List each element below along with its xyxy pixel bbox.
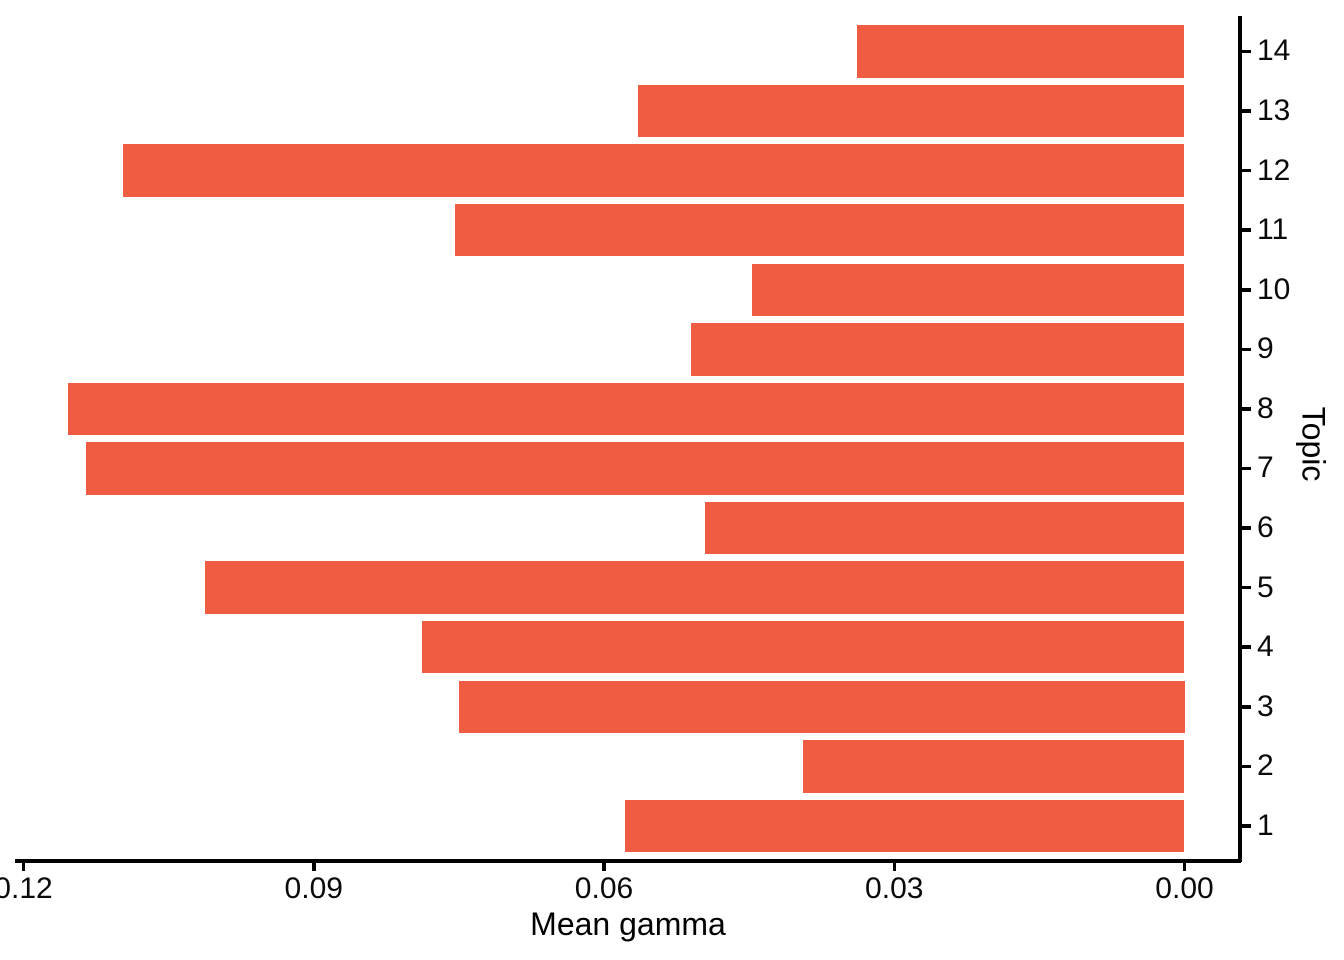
y-tick-topic-12 <box>1241 168 1251 173</box>
y-tick-topic-7 <box>1241 466 1251 471</box>
x-tick-0.06 <box>602 862 606 871</box>
y-tick-label-5: 5 <box>1257 570 1274 604</box>
y-tick-topic-8 <box>1241 407 1251 411</box>
x-axis-title: Mean gamma <box>530 906 726 942</box>
x-tick-label-0.00: 0.00 <box>1155 872 1214 905</box>
bar-topic-13 <box>637 84 1185 138</box>
y-tick-topic-9 <box>1241 347 1251 352</box>
y-tick-label-6: 6 <box>1257 511 1274 545</box>
y-tick-topic-14 <box>1241 49 1251 54</box>
x-tick-0.12 <box>21 862 26 871</box>
bar-topic-6 <box>704 501 1185 555</box>
y-tick-topic-1 <box>1241 824 1251 828</box>
bar-topic-9 <box>691 323 1185 376</box>
y-tick-topic-2 <box>1241 764 1251 769</box>
x-tick-label-0.06: 0.06 <box>574 872 634 905</box>
y-tick-label-8: 8 <box>1257 391 1274 425</box>
bar-topic-8 <box>68 382 1185 436</box>
y-tick-topic-3 <box>1241 705 1251 709</box>
bar-topic-2 <box>803 740 1185 793</box>
y-axis-title: Topic <box>1295 406 1332 482</box>
x-tick-0.00 <box>1182 862 1187 871</box>
y-tick-label-12: 12 <box>1257 153 1291 187</box>
x-tick-0.03 <box>892 862 896 871</box>
y-tick-label-9: 9 <box>1257 332 1274 366</box>
bar-topic-1 <box>625 799 1185 853</box>
y-tick-label-10: 10 <box>1257 272 1291 306</box>
x-tick-0.09 <box>312 862 316 871</box>
bar-topic-10 <box>752 263 1185 317</box>
bar-topic-7 <box>86 442 1185 495</box>
y-tick-label-2: 2 <box>1257 749 1274 783</box>
y-tick-topic-13 <box>1241 109 1251 113</box>
bar-topic-3 <box>458 680 1185 733</box>
y-tick-label-7: 7 <box>1257 451 1274 485</box>
y-tick-topic-10 <box>1241 288 1251 292</box>
bar-topic-12 <box>123 144 1185 197</box>
x-tick-label-0.09: 0.09 <box>284 872 343 905</box>
bar-topic-14 <box>856 25 1185 78</box>
x-tick-label-0.12: 0.12 <box>0 872 53 905</box>
y-tick-label-14: 14 <box>1257 34 1291 68</box>
y-tick-topic-5 <box>1241 585 1251 590</box>
y-tick-label-1: 1 <box>1257 808 1274 842</box>
bar-topic-11 <box>455 203 1185 257</box>
bar-topic-4 <box>422 620 1185 674</box>
y-tick-topic-6 <box>1241 526 1251 530</box>
x-tick-label-0.03: 0.03 <box>865 872 924 905</box>
y-tick-topic-11 <box>1241 228 1251 232</box>
y-tick-label-3: 3 <box>1257 689 1274 723</box>
y-tick-topic-4 <box>1241 645 1251 649</box>
y-tick-label-11: 11 <box>1257 213 1289 247</box>
y-tick-label-4: 4 <box>1257 630 1274 664</box>
y-axis-line <box>1238 16 1242 862</box>
bar-topic-5 <box>205 561 1185 614</box>
y-tick-label-13: 13 <box>1257 94 1291 128</box>
x-axis-line <box>15 859 1241 863</box>
